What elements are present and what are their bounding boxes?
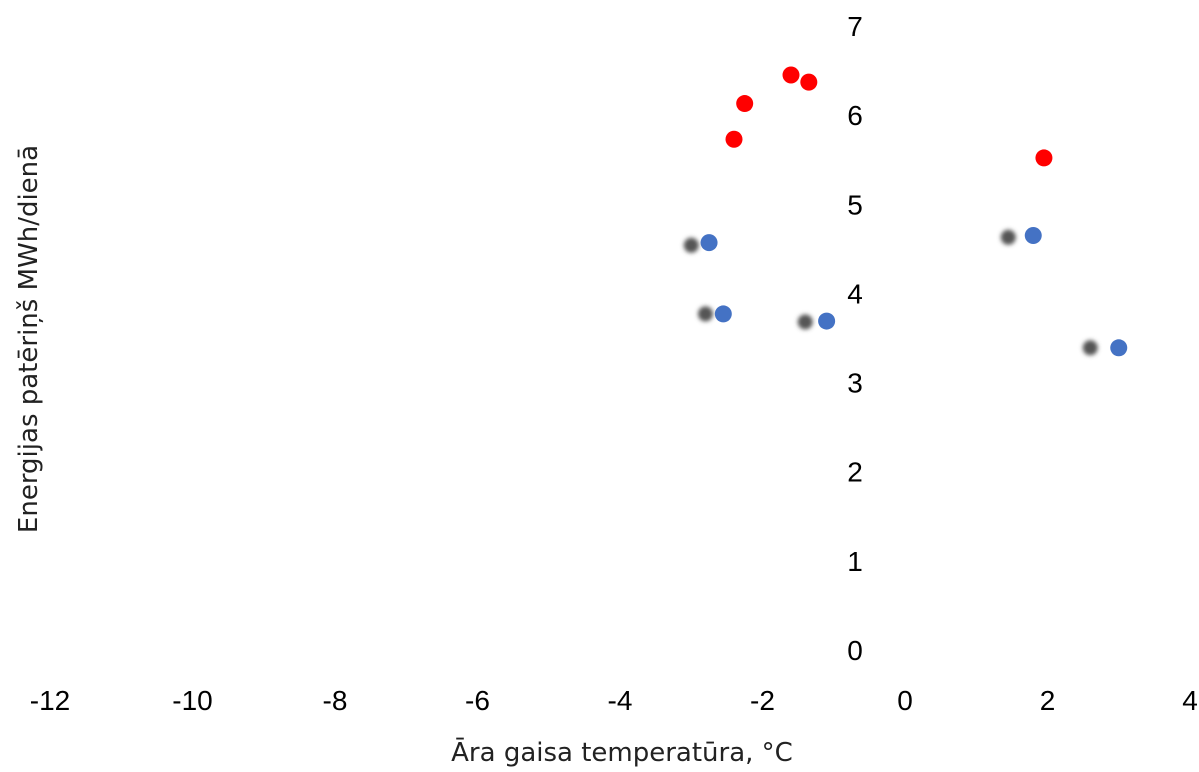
- x-tick-label: 2: [1040, 685, 1056, 716]
- data-point: [800, 73, 818, 91]
- x-tick-label: -4: [608, 685, 633, 716]
- blurred-data-point: [797, 314, 813, 330]
- y-axis-title: Energijas patēriņš MWh/dienā: [14, 145, 44, 533]
- y-tick-label: 7: [847, 11, 863, 42]
- x-tick-label: -8: [323, 685, 348, 716]
- y-tick-label: 1: [847, 546, 863, 577]
- data-point: [736, 95, 754, 113]
- blurred-data-point: [1082, 340, 1098, 356]
- data-points: [683, 66, 1128, 357]
- data-point: [1024, 226, 1042, 244]
- x-tick-label: -10: [172, 685, 212, 716]
- data-point: [714, 305, 732, 323]
- x-tick-label: -2: [750, 685, 775, 716]
- data-point: [782, 66, 800, 84]
- x-axis-title: Āra gaisa temperatūra, °C: [451, 737, 793, 768]
- data-point: [1110, 339, 1128, 357]
- x-tick-label: -12: [30, 685, 70, 716]
- y-tick-label: 2: [847, 457, 863, 488]
- blurred-data-point: [698, 306, 713, 322]
- data-point: [1035, 149, 1053, 167]
- x-tick-label: -6: [465, 685, 490, 716]
- y-tick-label: 5: [847, 189, 863, 220]
- blurred-data-point: [683, 237, 699, 253]
- y-tick-label: 6: [847, 100, 863, 131]
- y-axis-tick-labels: 0 1 2 3 4 5 6 7: [847, 11, 863, 666]
- blurred-data-point: [1000, 229, 1016, 245]
- y-tick-label: 0: [847, 635, 863, 666]
- x-axis-tick-labels: -12 -10 -8 -6 -4 -2 0 2 4: [30, 685, 1198, 716]
- data-point: [700, 234, 718, 252]
- data-point: [725, 130, 743, 148]
- x-tick-label: 4: [1182, 685, 1198, 716]
- x-tick-label: 0: [897, 685, 913, 716]
- y-tick-label: 3: [847, 368, 863, 399]
- data-point: [818, 312, 836, 330]
- y-tick-label: 4: [847, 278, 863, 309]
